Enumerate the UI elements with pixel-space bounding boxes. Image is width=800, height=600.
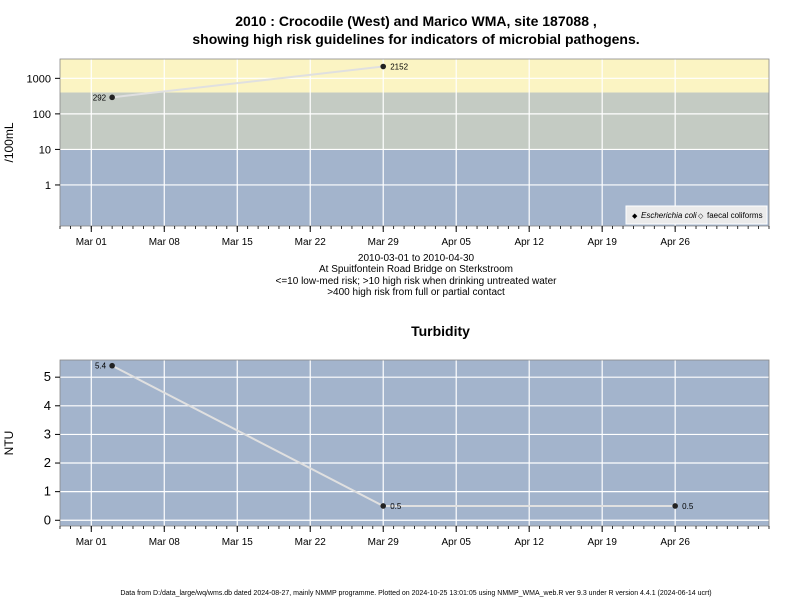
x-tick-label: Mar 29 (368, 537, 400, 548)
y-tick-label: 0 (44, 512, 51, 527)
y-axis-label: NTU (2, 431, 16, 456)
x-tick-label: Mar 22 (295, 537, 327, 548)
data-point (109, 94, 115, 101)
turbidity-chart: 0 1 2 3 4 5 Mar 01 Mar 08 Mar 15 Mar 22 Mar 29 Apr … (2, 323, 770, 548)
risk-band-1 (60, 92, 769, 150)
x-tick-label: Mar 29 (368, 237, 400, 248)
risk-band-2 (60, 59, 769, 93)
y-tick-label: 4 (44, 398, 51, 413)
y-axis-label: /100mL (2, 122, 16, 162)
site-location-caption: At Spuitfontein Road Bridge on Sterkstro… (319, 264, 513, 275)
data-source-footer: Data from D:/data_large/wq/wms.db dated … (120, 590, 712, 597)
x-tick-label: Apr 19 (587, 237, 617, 248)
data-label: 0.5 (682, 502, 694, 511)
chart-title-line1: 2010 : Crocodile (West) and Marico WMA, … (235, 13, 597, 29)
x-tick-label: Apr 12 (514, 237, 544, 248)
x-tick-label: Mar 08 (149, 537, 181, 548)
x-tick-label: Apr 26 (660, 237, 690, 248)
legend-entry-label: faecal coliforms (707, 211, 763, 220)
data-label: 2152 (390, 63, 408, 72)
x-tick-label: Mar 01 (76, 237, 108, 248)
y-tick-label: 5 (44, 369, 51, 384)
y-tick-label: 1000 (27, 73, 51, 85)
x-tick-label: Mar 15 (222, 237, 254, 248)
x-tick-label: Mar 08 (149, 237, 181, 248)
y-tick-label: 3 (44, 426, 51, 441)
data-point (380, 63, 387, 70)
legend-marker: ◆ (632, 213, 638, 220)
x-tick-label: Apr 05 (441, 237, 471, 248)
panel-title: Turbidity (411, 323, 470, 339)
x-tick-label: Apr 19 (587, 537, 617, 548)
x-tick-label: Apr 26 (660, 537, 690, 548)
y-tick-label: 2 (44, 455, 51, 470)
x-tick-label: Mar 01 (76, 537, 108, 548)
legend-entry-label: Escherichia coli (641, 211, 697, 220)
data-point (109, 362, 115, 369)
y-tick-label: 1 (45, 180, 51, 192)
data-label: 5.4 (95, 362, 107, 371)
data-label: 292 (93, 93, 107, 102)
y-tick-label: 100 (33, 109, 51, 121)
x-tick-label: Mar 15 (222, 537, 254, 548)
x-tick-label: Mar 22 (295, 237, 327, 248)
y-tick-label: 10 (39, 144, 51, 156)
series-line (112, 65, 384, 99)
y-tick-label: 1 (44, 484, 51, 499)
legend-marker: ◇ (698, 213, 704, 220)
data-label: 0.5 (390, 502, 402, 511)
drinking-risk-caption: <=10 low-med risk; >10 high risk when dr… (275, 276, 557, 287)
x-tick-label: Apr 05 (441, 537, 471, 548)
chart-title-line2: showing high risk guidelines for indicat… (192, 31, 640, 47)
plot-background (60, 360, 769, 526)
contact-risk-caption: >400 high risk from full or partial cont… (327, 287, 505, 298)
microbial-chart: 1 10 100 1000 Mar 01 Mar 08 Mar 15 Mar 22 Mar 29… (2, 58, 770, 248)
date-range-caption: 2010-03-01 to 2010-04-30 (357, 253, 475, 264)
data-point (380, 503, 387, 509)
data-point (672, 503, 678, 509)
legend-box (625, 205, 768, 225)
x-tick-label: Apr 12 (514, 537, 544, 548)
